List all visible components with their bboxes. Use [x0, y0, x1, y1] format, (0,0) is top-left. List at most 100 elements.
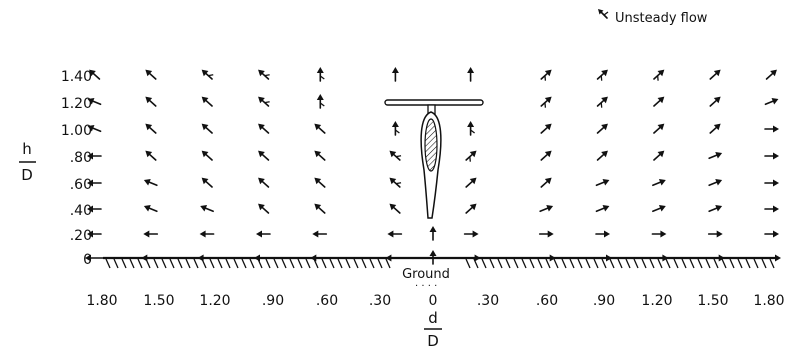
rotor-model	[384, 99, 484, 219]
hatch-mark	[337, 258, 343, 269]
flow-arrow	[85, 254, 104, 262]
arrow-head	[715, 152, 723, 159]
hatch-mark	[721, 258, 727, 269]
flow-arrow	[595, 230, 610, 238]
flow-arrow	[764, 152, 779, 160]
hatch-mark	[297, 258, 303, 269]
flow-arrow	[312, 230, 328, 238]
flow-arrow	[201, 123, 213, 134]
flow-arrow	[201, 96, 213, 107]
hatch-mark	[673, 258, 679, 269]
arrow-head	[715, 179, 723, 186]
flow-arrow	[764, 98, 779, 106]
unsteady-mark	[657, 75, 659, 81]
arrow-head	[544, 177, 552, 185]
flow-arrow	[540, 123, 552, 134]
flow-arrow	[145, 150, 157, 161]
hatch-mark	[233, 258, 239, 269]
arrow-head	[469, 203, 477, 211]
x-tick-label: 1.20	[199, 293, 230, 309]
x-tick-label: 1.80	[86, 293, 117, 309]
flow-arrow	[465, 177, 477, 188]
hatch-mark	[737, 258, 743, 269]
x-axis-title: d D	[424, 309, 442, 350]
hatch-mark	[105, 258, 111, 269]
unsteady-flow-arrow	[316, 67, 325, 82]
flow-arrow	[199, 230, 215, 238]
arrow-head	[316, 67, 324, 73]
flow-arrow	[141, 254, 161, 262]
hatch-mark	[241, 258, 247, 269]
y-tick-label: .80	[70, 150, 92, 166]
arrow-head	[657, 96, 665, 104]
arrow-head	[713, 123, 721, 131]
hatch-mark	[537, 258, 543, 269]
arrow-head	[258, 150, 265, 158]
flow-arrow	[653, 96, 665, 107]
hatch-mark	[265, 258, 271, 269]
hatch-mark	[177, 258, 183, 269]
legend: Unsteady flow	[598, 9, 708, 26]
flow-arrow	[596, 150, 608, 161]
hatch-mark	[617, 258, 623, 269]
flow-arrow	[649, 254, 669, 262]
flow-arrow	[143, 230, 159, 238]
hatch-mark	[761, 258, 767, 269]
hatch-mark	[361, 258, 367, 269]
arrow-head	[87, 152, 93, 160]
x-tick-label: .30	[477, 293, 499, 309]
unsteady-flow-arrow	[258, 96, 270, 107]
hatch-mark	[113, 258, 119, 269]
arrow-head	[143, 230, 150, 238]
flow-arrow	[764, 125, 779, 133]
flow-arrow	[705, 254, 725, 262]
arrow-head	[773, 179, 779, 187]
arrow-head	[716, 230, 723, 238]
hatch-mark	[345, 258, 351, 269]
hatch-mark	[161, 258, 167, 269]
hatch-mark	[153, 258, 159, 269]
hatch-mark	[481, 258, 487, 269]
y-tick-label: 0	[83, 252, 92, 268]
arrow-head	[601, 123, 608, 131]
unsteady-flow-arrow	[596, 69, 608, 81]
arrow-head	[389, 150, 397, 158]
flow-arrow	[539, 205, 554, 213]
hatch-mark	[545, 258, 551, 269]
arrow-head	[544, 69, 552, 77]
flow-arrow	[314, 123, 326, 134]
flow-arrow	[709, 96, 721, 107]
ground-hatching	[105, 258, 775, 269]
flow-arrow	[652, 179, 666, 187]
unsteady-mark	[600, 102, 603, 108]
unsteady-flow-arrow	[389, 150, 402, 161]
hatch-mark	[609, 258, 615, 269]
flow-arrow	[765, 69, 777, 80]
arrow-head	[141, 254, 148, 262]
arrow-head	[314, 203, 322, 211]
flow-arrow	[258, 177, 270, 188]
arrow-head	[773, 152, 779, 160]
hatch-mark	[585, 258, 591, 269]
hatch-mark	[769, 258, 775, 269]
flow-arrow	[143, 179, 158, 187]
arrow-head	[87, 205, 93, 213]
flow-arrow	[387, 230, 403, 238]
x-tick-label: 1.80	[753, 293, 784, 309]
hatch-mark	[705, 258, 711, 269]
hatch-mark	[657, 258, 663, 269]
arrow-head	[145, 150, 153, 158]
arrow-head	[89, 69, 96, 77]
unsteady-mark	[395, 129, 400, 134]
hatch-mark	[193, 258, 199, 269]
arrow-head	[469, 177, 477, 185]
flow-arrow	[391, 67, 399, 82]
hatch-mark	[305, 258, 311, 269]
hatch-mark	[465, 258, 471, 269]
arrow-head	[602, 179, 610, 186]
arrow-head	[773, 125, 779, 133]
arrow-head	[316, 94, 324, 100]
arrow-head	[547, 230, 554, 238]
unsteady-mark	[470, 129, 475, 134]
hatch-mark	[513, 258, 519, 269]
